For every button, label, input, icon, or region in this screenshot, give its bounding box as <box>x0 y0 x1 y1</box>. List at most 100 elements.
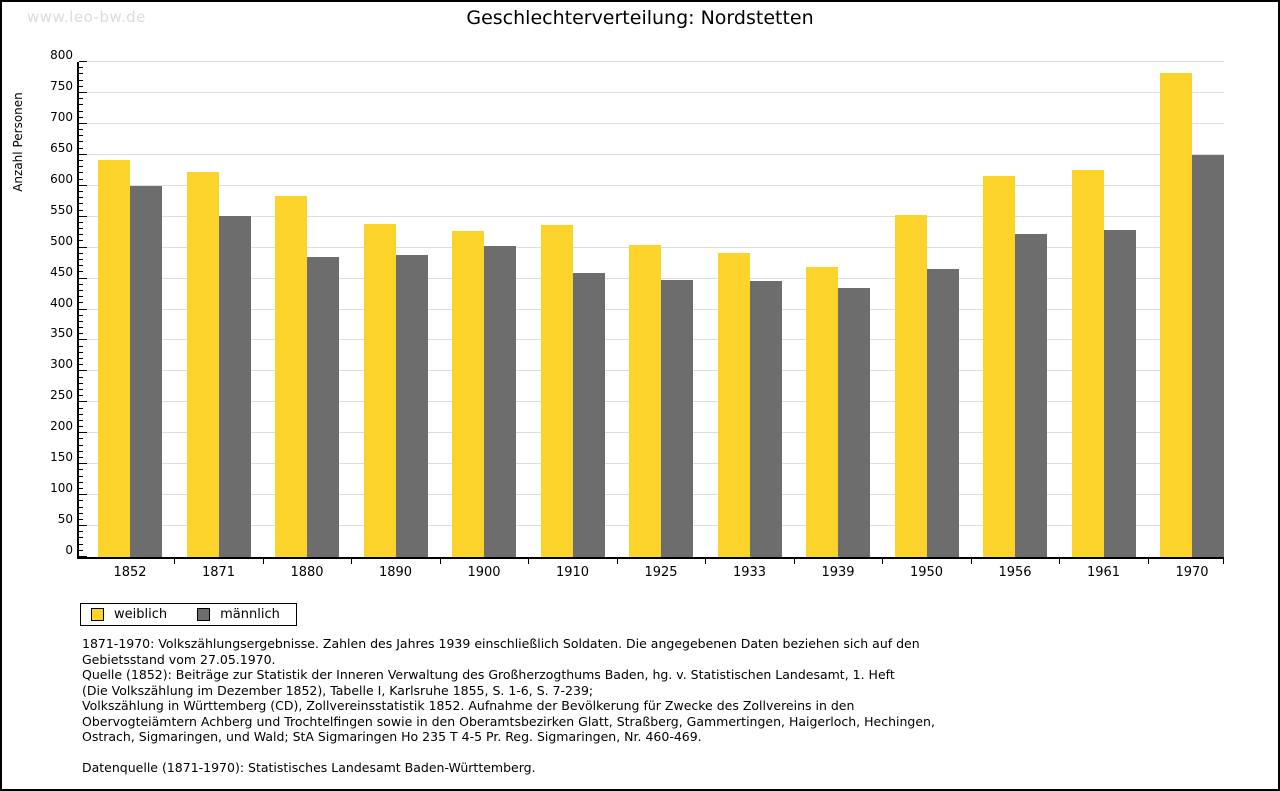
x-tick-label-1970: 1970 <box>1175 565 1209 580</box>
y-axis-label: Anzahl Personen <box>11 92 25 192</box>
bar-weiblich-1956 <box>983 175 1015 557</box>
y-tick-label-200: 200 <box>50 419 73 434</box>
bar-weiblich-1950 <box>894 215 927 557</box>
y-minor-tick <box>79 240 83 242</box>
bar-männlich-1890 <box>395 255 428 557</box>
y-minor-tick <box>79 141 83 143</box>
y-minor-tick <box>79 160 83 161</box>
y-major-tick <box>79 122 87 124</box>
x-tick <box>439 559 441 564</box>
gridline-550 <box>79 215 1224 217</box>
y-minor-tick <box>79 190 83 192</box>
y-minor-tick <box>79 228 83 230</box>
y-tick-label-600: 600 <box>50 171 73 186</box>
bar-weiblich-1900 <box>452 230 484 557</box>
x-tick <box>970 559 972 564</box>
y-minor-tick <box>79 549 83 551</box>
y-minor-tick <box>79 512 83 514</box>
y-minor-tick <box>79 450 83 452</box>
x-tick <box>1147 559 1149 564</box>
chart-title: Geschlechterverteilung: Nordstetten <box>466 7 814 29</box>
y-minor-tick <box>79 537 83 539</box>
x-tick-label-1933: 1933 <box>732 565 767 580</box>
y-tick-label-100: 100 <box>50 481 73 496</box>
bar-weiblich-1970 <box>1160 73 1192 557</box>
x-tick <box>528 559 530 564</box>
y-minor-tick <box>79 203 83 205</box>
y-tick-label-0: 0 <box>65 543 73 557</box>
footnote-line: Obervogteiämtern Achberg und Trochtelfin… <box>82 713 935 729</box>
y-minor-tick <box>79 320 83 322</box>
y-tick-label-350: 350 <box>50 326 73 341</box>
footnote-line: Ostrach, Sigmaringen, und Wald; StA Sigm… <box>82 729 702 744</box>
x-tick-label-1961: 1961 <box>1086 565 1121 580</box>
x-tick <box>705 559 707 564</box>
bar-männlich-1880 <box>307 256 339 557</box>
gridline-650 <box>79 153 1224 155</box>
y-tick-label-150: 150 <box>50 450 73 465</box>
bar-männlich-1970 <box>1192 154 1224 557</box>
y-major-tick <box>79 153 87 155</box>
bar-männlich-1939 <box>838 288 870 557</box>
y-major-tick <box>79 432 87 434</box>
y-minor-tick <box>79 438 83 440</box>
footnote-spacer <box>82 745 1248 761</box>
y-minor-tick <box>79 487 83 489</box>
footnote-line: 1871-1970: Volkszählungsergebnisse. Zahl… <box>82 636 920 651</box>
x-tick-label-1910: 1910 <box>555 565 590 580</box>
y-minor-tick <box>79 296 83 298</box>
x-tick <box>351 559 353 564</box>
y-minor-tick <box>79 506 83 508</box>
legend-swatch-weiblich <box>91 608 104 621</box>
y-minor-tick <box>79 457 83 458</box>
y-minor-tick <box>79 475 83 477</box>
footnote-line: Gebietsstand vom 27.05.1970. <box>82 651 276 667</box>
y-tick-label-700: 700 <box>50 109 73 124</box>
y-major-tick <box>79 370 87 372</box>
y-major-tick <box>79 339 87 341</box>
y-minor-tick <box>79 333 83 335</box>
y-major-tick <box>79 494 87 496</box>
datasource-line: Datenquelle (1871-1970): Statistisches L… <box>82 760 536 775</box>
x-tick-label-1939: 1939 <box>821 565 855 580</box>
y-minor-tick <box>79 166 83 168</box>
legend-swatch-maennlich <box>197 608 211 621</box>
y-minor-tick <box>79 129 83 131</box>
y-minor-tick <box>79 147 83 149</box>
bar-weiblich-1880 <box>275 195 307 557</box>
y-minor-tick <box>79 345 83 347</box>
y-minor-tick <box>79 469 83 471</box>
bar-weiblich-1925 <box>629 244 661 557</box>
y-minor-tick <box>79 178 83 180</box>
y-major-tick <box>79 401 87 403</box>
watermark: www.leo-bw.de <box>27 8 146 26</box>
y-tick-label-250: 250 <box>50 388 73 403</box>
bar-männlich-1933 <box>749 281 782 557</box>
y-tick-label-750: 750 <box>50 78 73 93</box>
x-tick-label-1900: 1900 <box>467 565 501 580</box>
y-minor-tick <box>79 234 83 236</box>
footnote-line: (Die Volkszählung im Dezember 1852), Tab… <box>82 682 594 698</box>
y-minor-tick <box>79 364 83 366</box>
y-minor-tick <box>79 327 83 329</box>
legend-label-weiblich: weiblich <box>114 607 168 622</box>
y-minor-tick <box>79 67 83 69</box>
y-minor-tick <box>79 271 83 273</box>
y-major-tick <box>79 277 87 279</box>
gridline-750 <box>79 91 1224 93</box>
x-tick-label-1871: 1871 <box>201 565 236 580</box>
y-minor-tick <box>79 543 83 545</box>
x-tick-label-1925: 1925 <box>644 565 678 580</box>
legend: weiblich männlich <box>80 603 297 626</box>
y-major-tick <box>79 525 87 527</box>
y-minor-tick <box>79 265 83 267</box>
y-tick-label-300: 300 <box>50 357 73 372</box>
y-minor-tick <box>79 382 83 384</box>
y-minor-tick <box>79 221 83 223</box>
bar-männlich-1910 <box>572 273 605 557</box>
y-minor-tick <box>79 116 83 118</box>
y-minor-tick <box>79 395 83 397</box>
x-tick <box>616 559 618 564</box>
x-tick-end <box>1223 559 1224 564</box>
